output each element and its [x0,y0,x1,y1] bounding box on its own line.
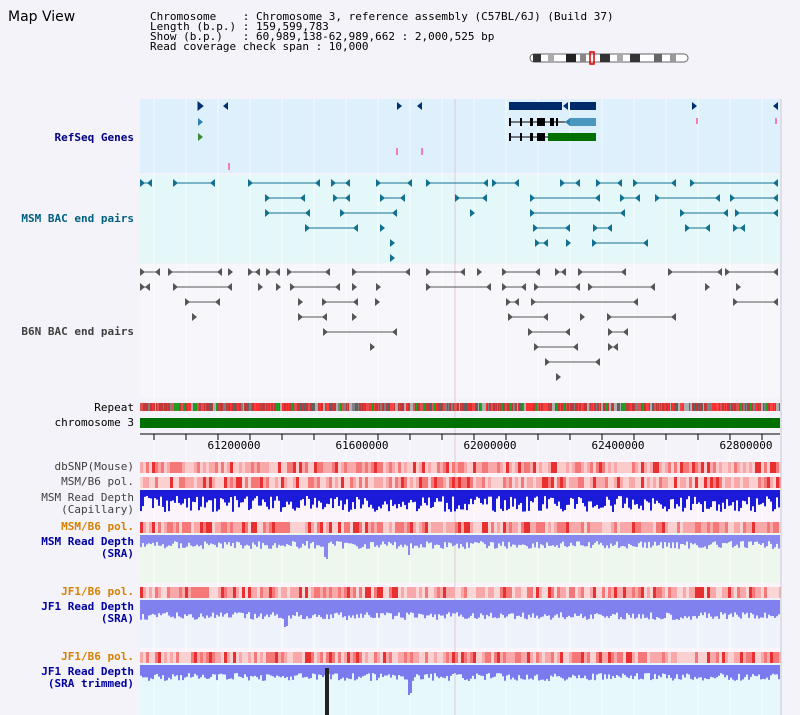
map-view-title: Map View [8,9,76,25]
b6n-bac-track-bg [140,264,780,398]
msm-capillary-depth-bars[interactable] [140,490,780,512]
track-label-repeat[interactable]: Repeat [94,401,134,414]
axis-tick-label: 62000000 [464,439,517,452]
info-length: Length (b.p.) : 159,599,783 [150,20,329,33]
jf1-sra-trimmed-depth-bars[interactable] [140,665,780,695]
ideogram-position-marker [589,51,595,65]
msm-b6-pol-heat-strip-2[interactable] [140,522,782,533]
chromosome-bar[interactable] [140,418,780,428]
jf1-trimmed-depth-spike [325,668,329,715]
jf1-b6-pol-heat-strip-1[interactable] [140,587,782,598]
info-show-range: Show (b.p.) : 60,989,138-62,989,662 : 2,… [150,30,495,43]
track-label-jf1-read-depth-trimmed[interactable]: JF1 Read Depth (SRA trimmed) [41,665,134,690]
b6n-bac-end-pair-features[interactable] [140,268,778,381]
msm-sra-depth-bars[interactable] [140,535,780,559]
msm-bac-end-pair-features[interactable] [140,179,778,262]
track-label-chromosome[interactable]: chromosome 3 [54,416,134,429]
axis-tick-label: 62400000 [592,439,645,452]
axis-tick-label: 62800000 [720,439,773,452]
repeat-track-bar[interactable] [140,403,780,411]
jf1-sra-depth-bars[interactable] [140,600,780,627]
jf1-b6-pol-heat-strip-2[interactable] [140,652,782,663]
position-axis: 61200000 61600000 62000000 62400000 6280… [140,433,780,452]
track-label-msm-read-depth-capillary[interactable]: MSM Read Depth (Capillary) [41,491,134,516]
track-label-refseq-genes[interactable]: RefSeq Genes [54,131,134,144]
track-label-dbsnp[interactable]: dbSNP(Mouse) [54,460,134,473]
track-label-msm-read-depth-sra[interactable]: MSM Read Depth (SRA) [41,535,134,560]
track-label-jf1-read-depth-sra[interactable]: JF1 Read Depth (SRA) [41,600,134,625]
info-coverage-span: Read coverage check span : 10,000 [150,40,369,53]
info-chromosome: Chromosome : Chromosome 3, reference ass… [150,10,614,23]
chromosome-ideogram[interactable] [529,51,689,65]
msm-bac-track-bg [140,175,780,263]
track-label-msm-bac[interactable]: MSM BAC end pairs [21,212,134,225]
track-label-msm-b6-pol[interactable]: MSM/B6 pol. [61,475,134,488]
right-margin [781,0,800,715]
track-label-b6n-bac[interactable]: B6N BAC end pairs [21,325,134,338]
track-label-jf1-b6-pol[interactable]: JF1/B6 pol. [61,585,134,598]
track-label-msm-b6-pol-sra[interactable]: MSM/B6 pol. [61,520,134,533]
dbsnp-heat-strip[interactable] [140,462,782,473]
msm-b6-pol-heat-strip-1[interactable] [140,477,782,488]
axis-tick-label: 61600000 [336,439,389,452]
track-label-jf1-b6-pol-trimmed[interactable]: JF1/B6 pol. [61,650,134,663]
axis-tick-label: 61200000 [208,439,261,452]
refseq-gene-features[interactable] [197,100,778,170]
refseq-track-bg [140,99,780,173]
